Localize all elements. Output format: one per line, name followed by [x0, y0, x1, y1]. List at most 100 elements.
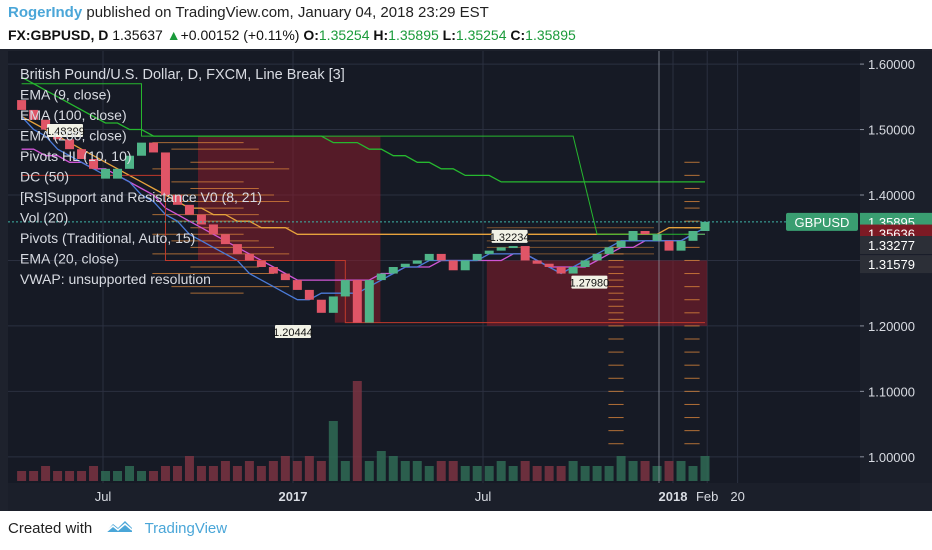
- line-break-brick: [136, 142, 146, 156]
- created-with-text: Created with: [8, 519, 93, 537]
- line-break-brick: [256, 260, 266, 267]
- line-break-brick: [280, 273, 290, 281]
- low-value: 1.35254: [455, 27, 507, 43]
- high-label: H:: [373, 27, 389, 43]
- line-break-brick: [268, 267, 278, 274]
- line-break-brick: [172, 195, 182, 205]
- line-break-brick: [436, 253, 446, 261]
- line-break-brick: [304, 289, 314, 300]
- volume-bar: [113, 471, 123, 481]
- volume-bar: [53, 471, 63, 481]
- volume-bar: [412, 461, 422, 481]
- volume-bar: [304, 456, 314, 481]
- line-break-brick: [101, 168, 111, 179]
- line-break-brick: [376, 273, 386, 281]
- legend-item: EMA (9, close): [20, 87, 111, 103]
- author-name[interactable]: RogerIndy: [8, 4, 83, 21]
- tradingview-brand[interactable]: TradingView: [144, 519, 228, 537]
- line-break-brick: [292, 280, 302, 290]
- volume-bar: [232, 466, 242, 481]
- open-label: O:: [303, 27, 319, 43]
- x-tick-label: Jul: [475, 489, 492, 504]
- volume-bar: [196, 466, 206, 481]
- volume-bar: [268, 461, 278, 481]
- up-arrow-icon: ▲: [166, 27, 181, 43]
- line-break-brick: [604, 247, 614, 254]
- legend-item: Vol (20): [20, 210, 68, 226]
- price-tag-label: 1.31579: [868, 257, 915, 272]
- pivot-label-box: [275, 325, 311, 339]
- price-chart[interactable]: 1.600001.500001.400001.300001.200001.100…: [0, 49, 932, 511]
- close-value: 1.35895: [525, 27, 576, 43]
- line-break-brick: [580, 260, 590, 267]
- x-tick-label: 20: [730, 489, 744, 504]
- volume-bar: [136, 471, 146, 481]
- volume-bar: [160, 466, 170, 481]
- volume-bar: [184, 456, 194, 481]
- legend-item: EMA (20, close): [20, 251, 119, 267]
- volume-bar: [472, 466, 482, 481]
- volume-bar: [460, 466, 470, 481]
- volume-bar: [29, 471, 39, 481]
- volume-bar: [328, 421, 338, 481]
- volume-bar: [484, 466, 494, 481]
- volume-bar: [664, 461, 674, 481]
- volume-bar: [616, 456, 626, 481]
- volume-bar: [89, 466, 99, 481]
- volume-bar: [292, 461, 302, 481]
- legend-item: British Pound/U.S. Dollar, D, FXCM, Line…: [20, 67, 345, 83]
- line-break-brick: [29, 109, 39, 120]
- plot-area: [8, 51, 860, 483]
- volume-bar: [77, 471, 87, 481]
- line-break-brick: [125, 155, 134, 169]
- footer: Created with TradingView: [8, 519, 227, 539]
- volume-bar: [41, 466, 51, 481]
- close-label: C:: [510, 27, 526, 43]
- line-break-brick: [496, 247, 506, 251]
- legend-item: EMA (200, close): [20, 128, 127, 144]
- volume-bar: [400, 461, 410, 481]
- line-break-brick: [460, 260, 470, 271]
- volume-bar: [676, 461, 686, 481]
- line-break-brick: [148, 142, 158, 153]
- change-value: +0.00152 (+0.11%): [180, 27, 300, 43]
- line-break-brick: [616, 240, 626, 248]
- ema200-line: [21, 76, 705, 183]
- price-tag-label: 1.33277: [868, 238, 915, 253]
- pivot-label: 1.20444: [273, 327, 313, 339]
- donchian-upper: [21, 83, 706, 235]
- last-price: 1.35637: [112, 27, 163, 43]
- volume-bar: [448, 461, 458, 481]
- line-break-brick: [364, 280, 374, 323]
- pivot-label: 1.32234: [490, 232, 530, 244]
- line-break-brick: [65, 139, 75, 150]
- line-break-brick: [532, 260, 542, 264]
- line-break-brick: [17, 100, 27, 110]
- price-tag: [860, 255, 932, 274]
- line-break-brick: [628, 231, 638, 241]
- volume-bar: [340, 461, 350, 481]
- line-break-brick: [77, 149, 87, 159]
- pivot-label: 1.48399: [45, 126, 85, 138]
- pivot-label: 1.27980: [570, 278, 610, 290]
- open-value: 1.35254: [318, 27, 370, 43]
- high-value: 1.35895: [388, 27, 439, 43]
- tradingview-logo-icon[interactable]: [104, 519, 134, 539]
- volume-bar: [628, 461, 638, 481]
- y-tick-label: 1.60000: [868, 57, 915, 72]
- volume-bar: [316, 461, 326, 481]
- line-break-brick: [424, 253, 434, 261]
- volume-bar: [556, 466, 566, 481]
- volume-bar: [220, 461, 230, 481]
- volume-bar: [256, 466, 266, 481]
- line-break-brick: [400, 263, 410, 267]
- line-break-brick: [208, 224, 218, 235]
- volume-bar: [580, 466, 590, 481]
- volume-bar: [376, 451, 386, 481]
- pivot-label-box: [571, 275, 608, 289]
- symbol-tag-label: GBPUSD: [795, 215, 850, 230]
- line-break-brick: [328, 296, 338, 313]
- price-tag: [860, 236, 932, 255]
- line-break-brick: [352, 280, 362, 323]
- time-axis: [8, 483, 860, 511]
